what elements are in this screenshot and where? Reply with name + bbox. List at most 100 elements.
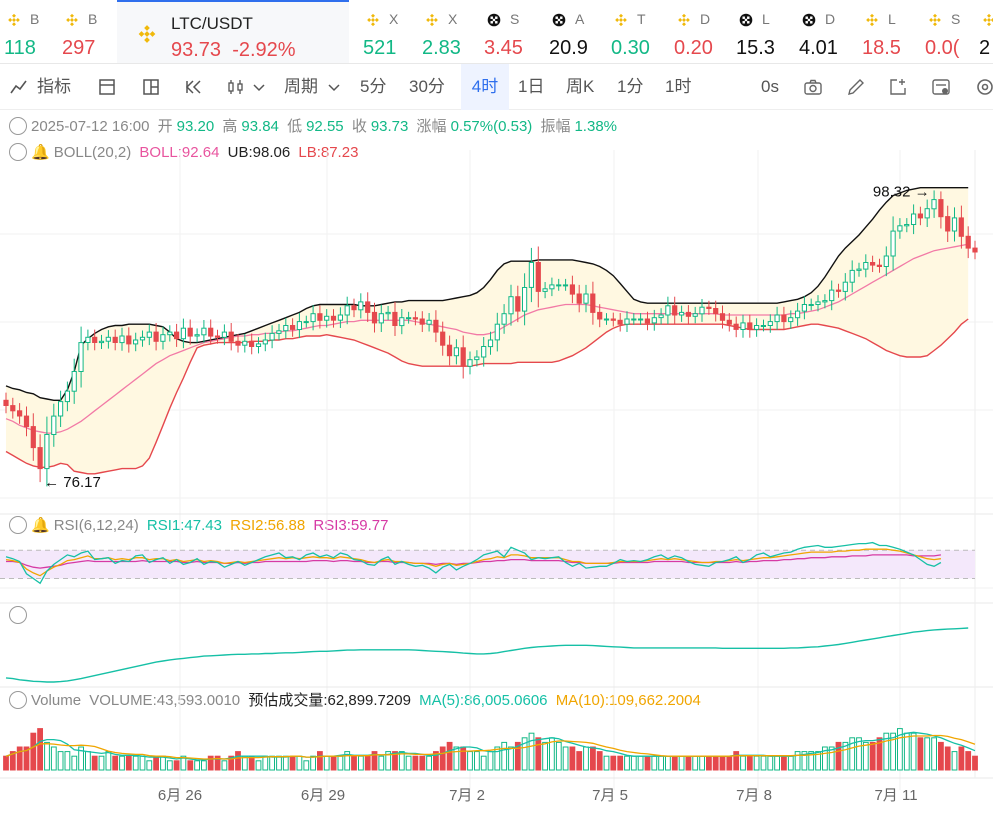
period-1w[interactable]: 周K — [566, 77, 595, 96]
settings-panel-icon[interactable] — [931, 77, 951, 97]
period-1h[interactable]: 1时 — [665, 77, 692, 96]
candle-body — [617, 319, 623, 325]
period-dropdown[interactable]: 周期 — [284, 77, 318, 96]
candle-body — [754, 325, 760, 330]
bnb-icon — [66, 13, 78, 27]
volume-bar — [57, 751, 64, 771]
ticker-item[interactable]: B 297 — [58, 0, 114, 63]
volume-value: VOLUME:43,593.0010 — [89, 692, 241, 709]
volume-ma10-line — [5, 734, 976, 760]
volume-bar — [105, 751, 112, 771]
candle-body — [965, 235, 971, 249]
boll-collapse-icon[interactable] — [9, 143, 27, 162]
split-layout-icon[interactable] — [141, 77, 161, 97]
indicators-icon[interactable] — [9, 77, 29, 97]
period-5m[interactable]: 5分 — [360, 77, 387, 96]
extra-indicator-legend — [0, 605, 31, 627]
volume-bar — [78, 746, 84, 771]
candle-body — [371, 311, 378, 324]
period-4h[interactable]: 4时 — [461, 64, 509, 110]
volume-bar — [924, 737, 931, 771]
candle-body — [890, 230, 896, 257]
low-annotation: ← 76.17 — [44, 474, 101, 491]
ticker-item[interactable]: L 15.3 — [732, 0, 788, 63]
volume-bar — [958, 746, 965, 771]
ticker-name: D — [700, 11, 711, 27]
volume-bar — [91, 755, 98, 771]
period-chevron-icon[interactable] — [327, 77, 341, 97]
candle-body — [392, 311, 398, 326]
volume-bar — [794, 751, 801, 771]
candle-body — [296, 321, 302, 331]
okx-icon — [487, 13, 501, 27]
volume-bar — [228, 755, 235, 771]
candle-body — [883, 255, 889, 267]
candle-body — [467, 359, 473, 367]
volume-bar — [146, 760, 153, 771]
candle-body — [842, 281, 848, 292]
ticker-item[interactable]: X 2.83 — [418, 0, 474, 63]
bnb-icon — [866, 13, 878, 27]
bell-icon[interactable]: 🔔 — [31, 144, 50, 161]
candle-body — [781, 314, 787, 323]
volume-bar — [9, 751, 16, 771]
ticker-item[interactable]: D 4.01 — [795, 0, 851, 63]
volume-bar — [972, 755, 978, 771]
volume-bar — [822, 746, 828, 771]
candle-body — [85, 336, 91, 344]
ticker-item[interactable]: A 20.9 — [545, 0, 601, 63]
rsi1-line — [5, 541, 942, 585]
replay-icon[interactable] — [184, 77, 204, 97]
candle-body — [153, 331, 159, 342]
ticker-item[interactable]: B2 — [975, 0, 993, 63]
kline-chart[interactable]: 98.32 → ← 76.17 6月 26 6月 29 7月 2 7月 5 7月 8 7月 1… — [0, 110, 993, 814]
volume-bar — [187, 760, 194, 771]
candle-body — [651, 317, 657, 324]
ticker-item[interactable]: B 118 — [0, 0, 56, 63]
rsi-bell-icon[interactable]: 🔔 — [31, 517, 50, 534]
volume-bar — [746, 755, 753, 771]
candle-body — [576, 293, 582, 304]
main-symbol: LTC/USDT — [171, 14, 253, 33]
candle-body — [58, 401, 64, 417]
add-chart-icon[interactable] — [888, 77, 908, 97]
ticker-name: T — [637, 11, 646, 27]
candle-body — [283, 325, 289, 332]
x-axis-label: 7月 5 — [592, 787, 628, 804]
chart-toolbar: 指标 周期 5分 30分 4时 1日 周K 1分 1时 0s — [0, 64, 993, 110]
ticker-item[interactable]: T 0.30 — [607, 0, 663, 63]
eye-icon[interactable] — [9, 117, 27, 136]
pen-icon[interactable] — [846, 77, 866, 97]
camera-icon[interactable] — [803, 77, 823, 97]
candle-body — [221, 331, 228, 338]
candle-body — [569, 284, 575, 295]
layout-icon[interactable] — [97, 77, 117, 97]
volume-bar — [433, 751, 439, 771]
period-1min[interactable]: 1分 — [617, 77, 644, 96]
period-1d[interactable]: 1日 — [518, 77, 545, 96]
ticker-item[interactable]: S 3.45 — [480, 0, 536, 63]
ticker-item[interactable]: L 18.5 — [858, 0, 914, 63]
indicators-button[interactable]: 指标 — [37, 77, 71, 96]
candle-body — [583, 293, 589, 304]
candle-body — [508, 296, 514, 315]
period-30m[interactable]: 30分 — [409, 77, 445, 96]
boll-ub-value: UB:98.06 — [227, 144, 291, 161]
chevron-right-icon[interactable] — [9, 606, 27, 625]
gear-icon[interactable] — [975, 77, 993, 97]
candle-type-icon[interactable] — [226, 77, 246, 97]
ticker-item[interactable]: D 0.20 — [670, 0, 726, 63]
candle-body — [849, 269, 855, 283]
volume-bar — [562, 746, 569, 771]
chevron-down-icon[interactable] — [252, 77, 266, 97]
volume-collapse-icon[interactable] — [9, 691, 27, 710]
volume-bar — [125, 755, 132, 771]
ticker-main-ltc[interactable]: LTC/USDT 93.73 -2.92% — [117, 0, 349, 63]
ticker-item[interactable]: X 521 — [359, 0, 415, 63]
rsi-collapse-icon[interactable] — [9, 516, 27, 535]
volume-ma10: MA(10):109,662.2004 — [555, 692, 701, 709]
candle-body — [481, 346, 487, 358]
candle-body — [324, 315, 330, 321]
ticker-name: L — [762, 11, 770, 27]
ticker-item[interactable]: S 0.0( — [921, 0, 977, 63]
